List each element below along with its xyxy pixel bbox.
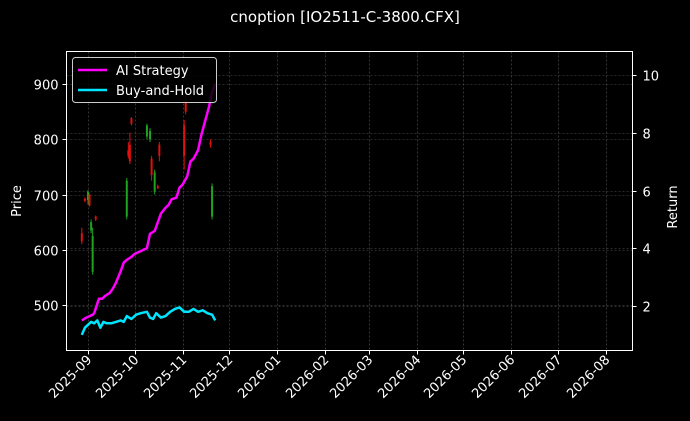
- candle-body: [153, 172, 156, 192]
- candle-body: [211, 186, 214, 217]
- x-tick-label: 2026-04: [375, 353, 424, 402]
- candle-body: [91, 235, 94, 272]
- x-tick-label: 2025-10: [93, 353, 142, 402]
- y-left-tick-label: 500: [34, 300, 59, 315]
- legend: AI Strategy Buy-and-Hold: [72, 57, 217, 103]
- candle-body: [80, 233, 83, 242]
- candle-body: [149, 130, 152, 140]
- y-right-tick-label: 2: [643, 301, 651, 316]
- x-tick-label: 2026-02: [283, 353, 332, 402]
- chart-title: cnoption [IO2511-C-3800.CFX]: [230, 8, 460, 26]
- candle-body: [88, 194, 91, 206]
- candle-body: [83, 198, 86, 202]
- y-axis-left: 500 600 700 800 900: [34, 79, 67, 315]
- candle-body: [183, 125, 186, 156]
- y-right-tick-label: 8: [643, 128, 651, 143]
- x-tick-label: 2026-07: [516, 353, 565, 402]
- return-lines: [80, 83, 217, 336]
- candle-body: [158, 144, 161, 156]
- x-tick-label: 2025-11: [141, 353, 190, 402]
- x-tick-label: 2026-01: [235, 353, 284, 402]
- candle-body: [90, 222, 93, 231]
- candle-body: [94, 216, 97, 220]
- candle-body: [209, 142, 212, 145]
- y-left-tick-label: 600: [34, 245, 59, 260]
- ai-strategy-line: [81, 83, 217, 322]
- y-right-tick-label: 4: [643, 243, 651, 258]
- candle-body: [130, 118, 133, 124]
- x-tick-label: 2026-05: [421, 353, 470, 402]
- y-axis-right: 2 4 6 8 10: [632, 70, 660, 316]
- x-axis: 2025-092025-102025-112025-122026-012026-…: [46, 350, 613, 402]
- candle-body: [145, 125, 148, 137]
- candle-body: [184, 100, 187, 112]
- y-axis-right-label: Return: [666, 185, 681, 228]
- y-left-tick-label: 900: [34, 79, 59, 94]
- legend-box: [72, 57, 217, 103]
- y-axis-left-label: Price: [10, 185, 25, 217]
- x-tick-label: 2025-09: [46, 353, 95, 402]
- buy-and-hold-line: [80, 306, 217, 336]
- y-left-tick-label: 700: [34, 190, 59, 205]
- candle-body: [156, 186, 159, 189]
- x-tick-label: 2025-12: [187, 353, 236, 402]
- x-tick-label: 2026-08: [564, 353, 613, 402]
- legend-label-ai-strategy: AI Strategy: [116, 64, 189, 79]
- x-tick-label: 2026-06: [469, 353, 518, 402]
- y-right-tick-label: 6: [643, 186, 651, 201]
- y-right-tick-label: 10: [643, 70, 660, 85]
- candle-body: [87, 191, 89, 201]
- y-left-tick-label: 800: [34, 134, 59, 149]
- x-tick-label: 2026-03: [327, 353, 376, 402]
- candle-body: [128, 144, 131, 162]
- plot-frame: [66, 51, 633, 351]
- candle-body: [127, 150, 130, 156]
- candle-body: [150, 158, 153, 176]
- legend-label-buy-and-hold: Buy-and-Hold: [116, 84, 204, 99]
- candle-body: [125, 180, 128, 217]
